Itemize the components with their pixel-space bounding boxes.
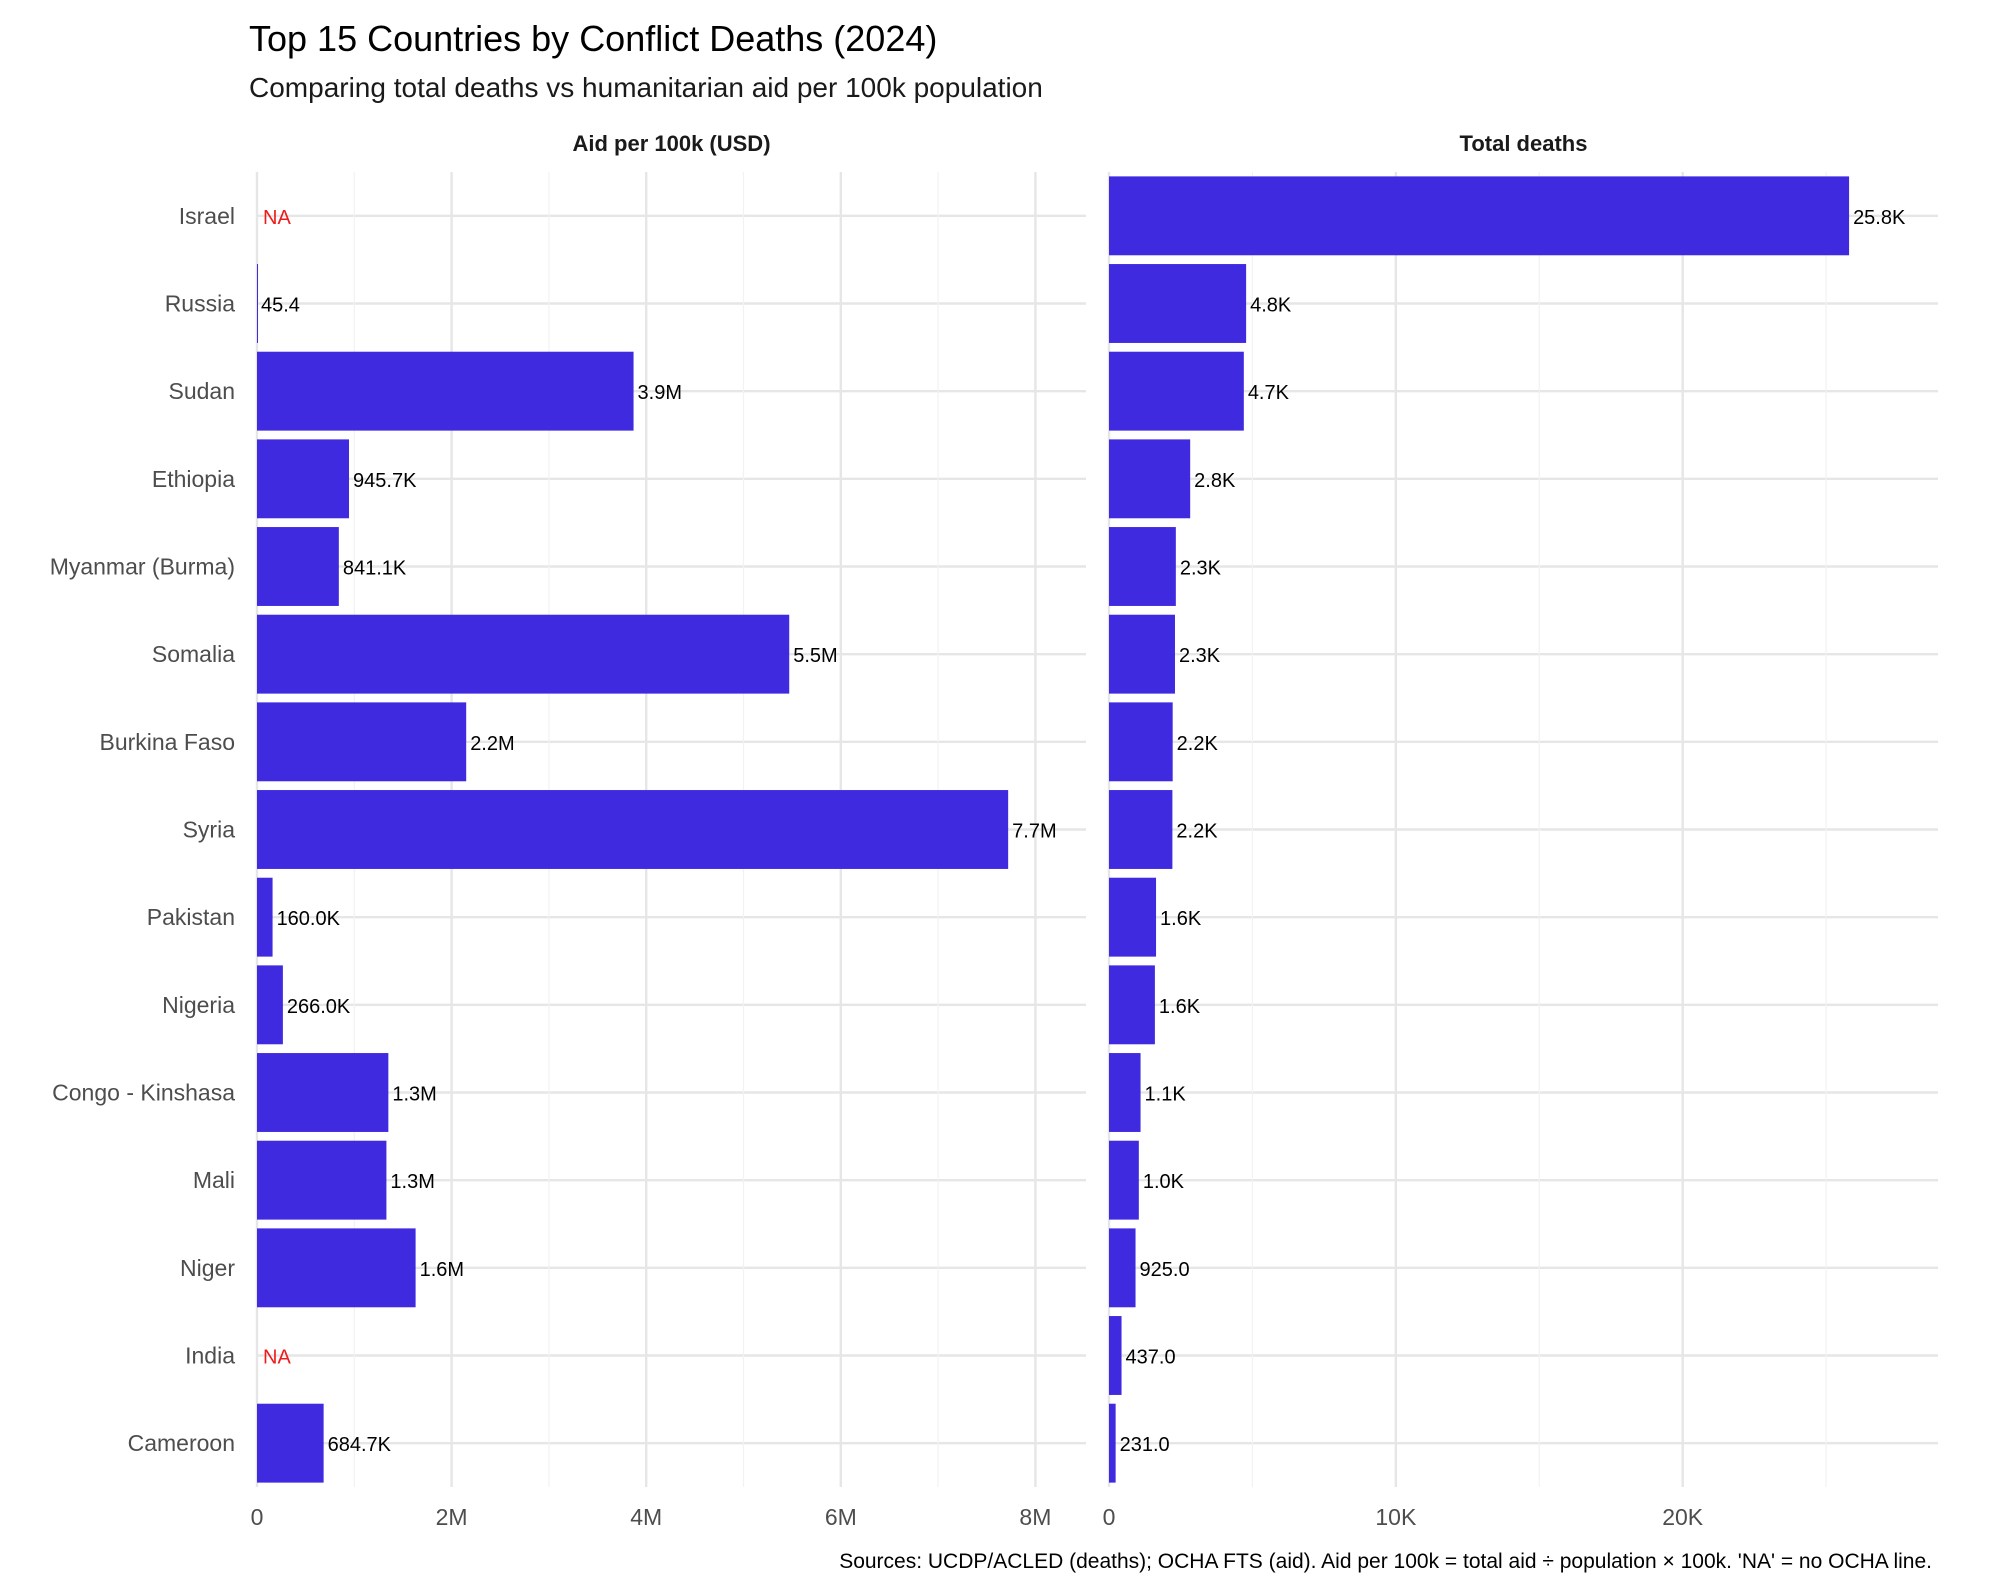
bar xyxy=(257,1053,388,1132)
bar xyxy=(257,1141,386,1220)
country-label: Cameroon xyxy=(128,1430,235,1456)
country-label: Burkina Faso xyxy=(99,729,235,755)
bar xyxy=(1109,176,1849,255)
country-label: Mali xyxy=(193,1167,235,1193)
bar xyxy=(257,439,349,518)
country-label: Pakistan xyxy=(147,904,235,930)
facet-strip-label: Aid per 100k (USD) xyxy=(572,131,770,156)
data-label: 684.7K xyxy=(328,1434,392,1456)
bar xyxy=(257,702,466,781)
bar xyxy=(257,264,258,343)
data-label: 7.7M xyxy=(1012,821,1056,843)
data-label: 1.6K xyxy=(1159,996,1201,1018)
bar xyxy=(1109,790,1172,869)
data-label: 925.0 xyxy=(1140,1259,1190,1281)
bar xyxy=(257,615,789,694)
data-label: 45.4 xyxy=(261,295,300,317)
data-label: 2.2M xyxy=(470,733,514,755)
country-label: Sudan xyxy=(168,378,235,404)
bar xyxy=(1109,1053,1141,1132)
bar xyxy=(1109,439,1190,518)
x-tick-label: 6M xyxy=(825,1504,857,1530)
bar xyxy=(257,790,1008,869)
bar xyxy=(1109,352,1244,431)
country-label: Ethiopia xyxy=(152,466,235,492)
data-label: 2.8K xyxy=(1194,470,1236,492)
data-label: 1.3M xyxy=(392,1084,436,1106)
data-label: 1.0K xyxy=(1143,1171,1185,1193)
chart-caption: Sources: UCDP/ACLED (deaths); OCHA FTS (… xyxy=(839,1550,1932,1574)
country-label: Myanmar (Burma) xyxy=(50,554,235,580)
data-label: 841.1K xyxy=(343,558,407,580)
data-label: 25.8K xyxy=(1853,207,1906,229)
x-tick-label: 20K xyxy=(1662,1504,1704,1530)
country-label: Congo - Kinshasa xyxy=(52,1080,235,1106)
data-label: 2.3K xyxy=(1180,558,1222,580)
data-label: 3.9M xyxy=(638,382,682,404)
bar xyxy=(1109,1404,1116,1483)
data-label: 160.0K xyxy=(277,908,341,930)
bar xyxy=(257,352,634,431)
bar xyxy=(1109,264,1246,343)
facet-strip-label: Total deaths xyxy=(1460,131,1588,156)
x-tick-label: 2M xyxy=(436,1504,468,1530)
data-label: 2.2K xyxy=(1177,733,1219,755)
country-label: Niger xyxy=(180,1255,235,1281)
data-label: 5.5M xyxy=(793,645,837,667)
x-tick-label: 4M xyxy=(630,1504,662,1530)
bar xyxy=(1109,527,1176,606)
bar xyxy=(1109,1316,1122,1395)
data-label: 437.0 xyxy=(1126,1347,1176,1369)
bar xyxy=(257,1404,324,1483)
data-label: 945.7K xyxy=(353,470,417,492)
data-label: 231.0 xyxy=(1120,1434,1170,1456)
x-tick-label: 0 xyxy=(1103,1504,1116,1530)
x-tick-label: 8M xyxy=(1019,1504,1051,1530)
data-label: 1.6K xyxy=(1160,908,1202,930)
data-label: 1.1K xyxy=(1145,1084,1187,1106)
data-label: 4.8K xyxy=(1250,295,1292,317)
country-label: India xyxy=(185,1343,235,1369)
bar xyxy=(257,1228,416,1307)
country-label: Israel xyxy=(179,203,235,229)
na-label: NA xyxy=(263,207,291,229)
bar xyxy=(1109,878,1156,957)
na-label: NA xyxy=(263,1347,291,1369)
x-tick-label: 0 xyxy=(251,1504,264,1530)
data-label: 4.7K xyxy=(1248,382,1290,404)
data-label: 2.3K xyxy=(1179,645,1221,667)
bar xyxy=(257,965,283,1044)
bar xyxy=(1109,1141,1139,1220)
bar xyxy=(1109,702,1173,781)
data-label: 1.3M xyxy=(390,1171,434,1193)
data-label: 266.0K xyxy=(287,996,351,1018)
country-label: Russia xyxy=(165,291,236,317)
bar xyxy=(1109,1228,1136,1307)
data-label: 2.2K xyxy=(1176,821,1218,843)
bar xyxy=(1109,965,1155,1044)
bar xyxy=(257,527,339,606)
country-label: Nigeria xyxy=(162,992,235,1018)
x-tick-label: 10K xyxy=(1375,1504,1417,1530)
bar xyxy=(1109,615,1175,694)
country-label: Syria xyxy=(183,817,236,843)
country-label: Somalia xyxy=(152,641,235,667)
data-label: 1.6M xyxy=(420,1259,464,1281)
bar xyxy=(257,878,273,957)
